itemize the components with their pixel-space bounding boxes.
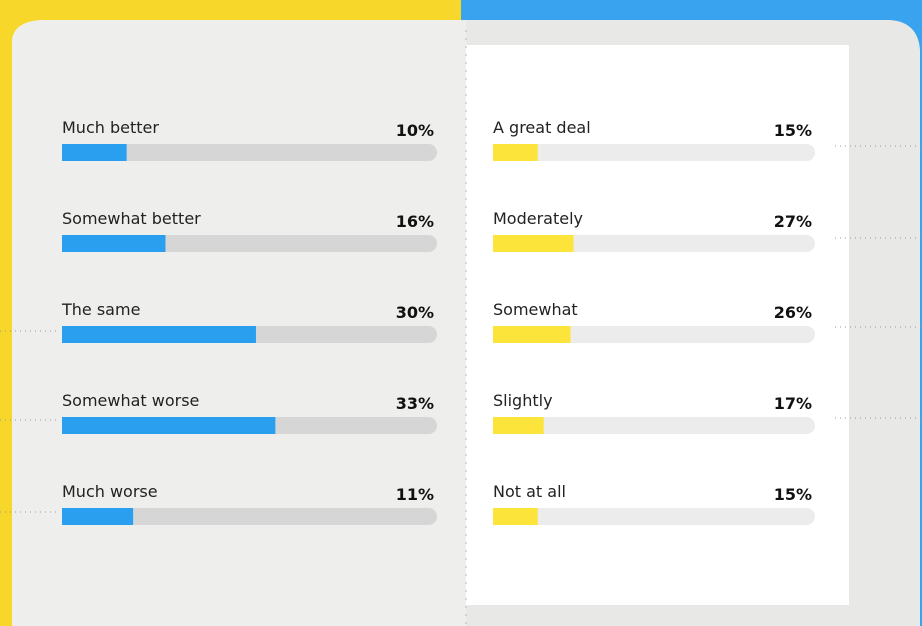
bar <box>62 508 133 525</box>
category-label: A great deal <box>493 118 591 137</box>
bar <box>62 417 275 434</box>
bar <box>493 235 574 252</box>
bar <box>62 144 127 161</box>
bar <box>62 235 165 252</box>
category-label: Much better <box>62 118 159 137</box>
bar <box>493 144 538 161</box>
value-label: 26% <box>774 303 812 322</box>
category-label: Much worse <box>62 482 158 501</box>
value-label: 11% <box>396 485 434 504</box>
value-label: 16% <box>396 212 434 231</box>
value-label: 10% <box>396 121 434 140</box>
category-label: Moderately <box>493 209 583 228</box>
bar-track <box>493 508 815 525</box>
category-label: Somewhat better <box>62 209 201 228</box>
category-label: The same <box>61 300 140 319</box>
category-label: Slightly <box>493 391 553 410</box>
category-label: Somewhat <box>493 300 578 319</box>
bar <box>493 326 571 343</box>
value-label: 33% <box>396 394 434 413</box>
infographic: Much better 10% Somewhat better 16% The same… <box>0 0 922 626</box>
bar <box>493 508 538 525</box>
category-label: Somewhat worse <box>62 391 199 410</box>
left-page <box>12 20 466 626</box>
value-label: 27% <box>774 212 812 231</box>
bar <box>493 417 544 434</box>
value-label: 15% <box>774 121 812 140</box>
value-label: 17% <box>774 394 812 413</box>
bar <box>62 326 256 343</box>
bar-track <box>493 144 815 161</box>
value-label: 15% <box>774 485 812 504</box>
value-label: 30% <box>396 303 434 322</box>
category-label: Not at all <box>493 482 566 501</box>
